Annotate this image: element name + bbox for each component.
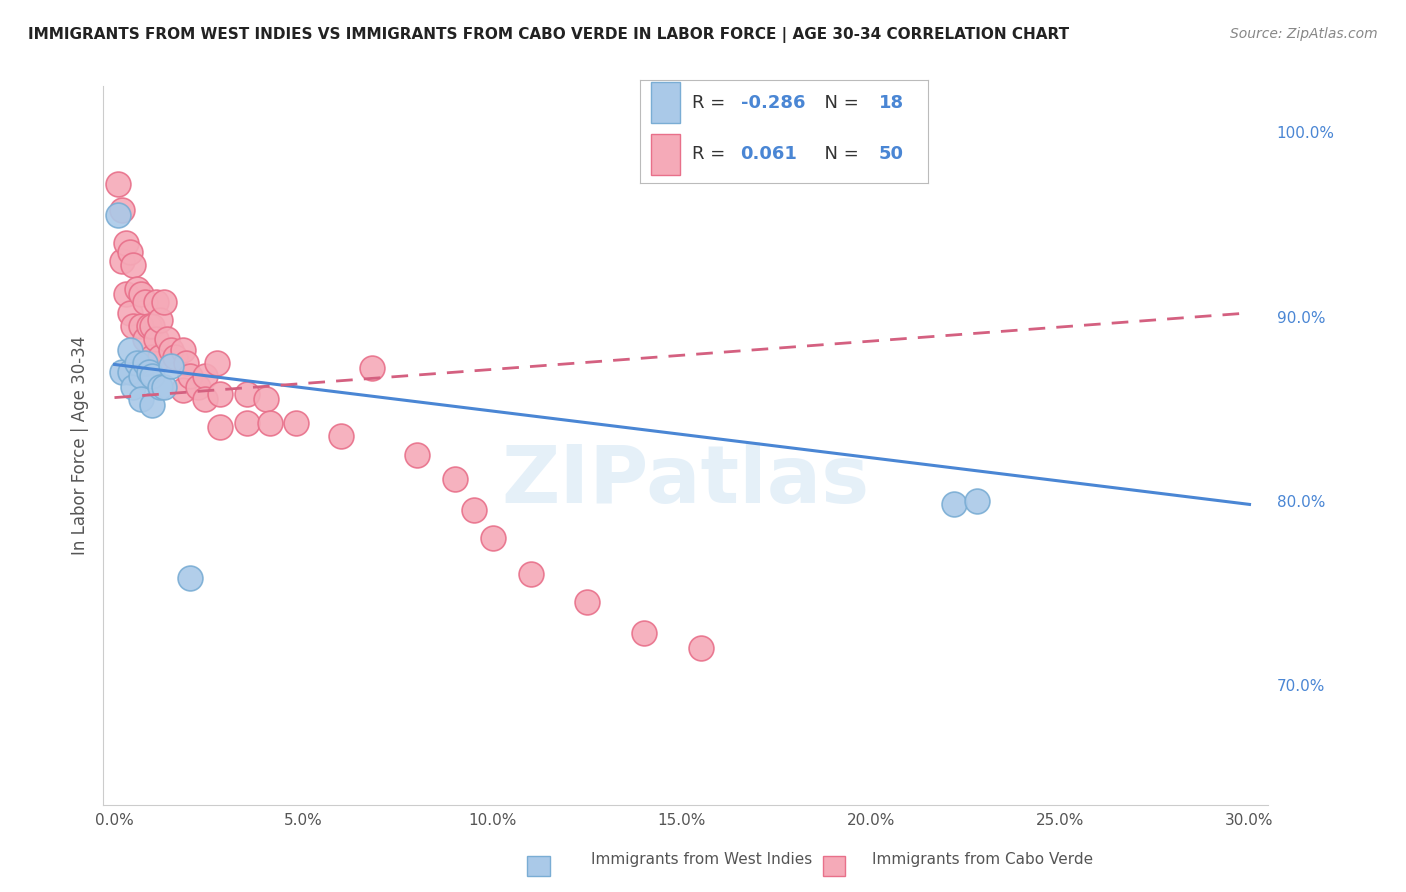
Point	[122, 379, 145, 393]
Point	[122, 258, 145, 272]
Point	[259, 417, 281, 431]
Point	[145, 294, 167, 309]
Point	[172, 383, 194, 397]
Point	[194, 392, 217, 407]
Point	[129, 318, 152, 333]
Point	[134, 294, 156, 309]
Point	[160, 343, 183, 357]
Text: 50: 50	[879, 145, 904, 163]
FancyBboxPatch shape	[651, 82, 681, 123]
Point	[122, 318, 145, 333]
Point	[141, 318, 163, 333]
Point	[463, 503, 485, 517]
Point	[141, 350, 163, 364]
Point	[360, 361, 382, 376]
Point	[118, 365, 141, 379]
Point	[152, 379, 174, 393]
Point	[107, 208, 129, 222]
FancyBboxPatch shape	[651, 134, 681, 175]
Point	[138, 365, 160, 379]
Point	[519, 567, 541, 582]
Point	[209, 387, 232, 401]
Point	[129, 287, 152, 301]
Point	[118, 306, 141, 320]
Point	[406, 448, 429, 462]
Point	[254, 392, 277, 407]
Point	[330, 429, 353, 443]
Point	[127, 282, 149, 296]
Point	[205, 356, 228, 370]
Point	[149, 313, 172, 327]
Text: ZIPatlas: ZIPatlas	[502, 442, 870, 520]
Point	[179, 368, 201, 383]
Point	[107, 177, 129, 191]
Text: Immigrants from West Indies: Immigrants from West Indies	[591, 852, 811, 867]
Point	[690, 641, 713, 656]
Point	[127, 356, 149, 370]
Point	[236, 387, 259, 401]
Text: 18: 18	[879, 94, 904, 112]
Point	[134, 356, 156, 370]
Text: IMMIGRANTS FROM WEST INDIES VS IMMIGRANTS FROM CABO VERDE IN LABOR FORCE | AGE 3: IMMIGRANTS FROM WEST INDIES VS IMMIGRANT…	[28, 27, 1069, 43]
Point	[966, 493, 988, 508]
Point	[141, 398, 163, 412]
Point	[111, 202, 134, 217]
Point	[236, 417, 259, 431]
Point	[114, 287, 136, 301]
Point	[633, 626, 655, 640]
Point	[187, 379, 209, 393]
Point	[482, 531, 505, 545]
Point	[179, 571, 201, 585]
Text: R =: R =	[692, 94, 731, 112]
Point	[129, 392, 152, 407]
Point	[444, 472, 467, 486]
Point	[145, 332, 167, 346]
Point	[194, 368, 217, 383]
Point	[129, 368, 152, 383]
Text: N =: N =	[813, 145, 865, 163]
Point	[149, 350, 172, 364]
Point	[134, 332, 156, 346]
Point	[138, 318, 160, 333]
Text: N =: N =	[813, 94, 865, 112]
Point	[141, 368, 163, 383]
Point	[163, 350, 186, 364]
Point	[176, 356, 198, 370]
Point	[576, 595, 599, 609]
Point	[149, 379, 172, 393]
Point	[209, 420, 232, 434]
Point	[118, 343, 141, 357]
Point	[152, 294, 174, 309]
Point	[156, 332, 179, 346]
Text: -0.286: -0.286	[741, 94, 806, 112]
Point	[111, 365, 134, 379]
Y-axis label: In Labor Force | Age 30-34: In Labor Force | Age 30-34	[72, 336, 89, 555]
Text: Source: ZipAtlas.com: Source: ZipAtlas.com	[1230, 27, 1378, 41]
Point	[160, 359, 183, 374]
Text: Immigrants from Cabo Verde: Immigrants from Cabo Verde	[872, 852, 1092, 867]
Point	[118, 245, 141, 260]
Text: 0.061: 0.061	[741, 145, 797, 163]
Point	[285, 417, 308, 431]
Point	[114, 235, 136, 250]
Point	[943, 497, 966, 511]
Point	[172, 343, 194, 357]
Text: R =: R =	[692, 145, 731, 163]
Point	[111, 254, 134, 268]
